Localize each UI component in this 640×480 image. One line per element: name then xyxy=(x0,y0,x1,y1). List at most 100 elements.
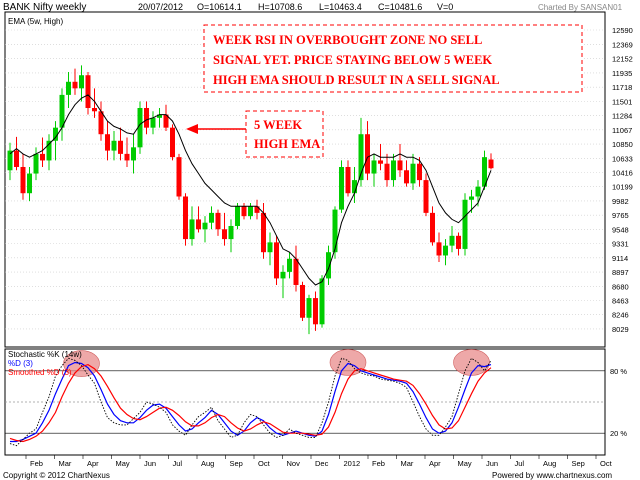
candle-body xyxy=(384,163,390,181)
x-tick-label: Jul xyxy=(515,459,525,468)
price-tick-label: 10199 xyxy=(612,183,633,192)
price-tick-label: 8680 xyxy=(612,282,629,291)
candle-body xyxy=(293,258,299,285)
low-label: L=10463.4 xyxy=(319,2,362,12)
stochastic-series-line xyxy=(10,361,492,443)
price-tick-label: 10416 xyxy=(612,168,633,177)
copyright-label: Copyright © 2012 ChartNexus xyxy=(3,471,110,480)
candle-body xyxy=(7,150,13,171)
candle-body xyxy=(241,206,247,217)
candle-body xyxy=(157,114,162,118)
candle-body xyxy=(443,245,448,256)
price-tick-label: 12369 xyxy=(612,40,633,49)
candle-body xyxy=(176,157,182,197)
x-tick-label: Feb xyxy=(30,459,43,468)
price-tick-label: 8463 xyxy=(612,297,629,306)
x-tick-label: Aug xyxy=(201,459,214,468)
close-label: C=10481.6 xyxy=(378,2,422,12)
candle-body xyxy=(27,173,32,194)
price-tick-label: 11067 xyxy=(612,126,632,135)
candle-body xyxy=(183,196,188,240)
candle-body xyxy=(391,160,396,181)
annotation-ema-line-2: HIGH EMA xyxy=(254,137,320,151)
candle-body xyxy=(456,235,461,249)
candle-body xyxy=(488,159,494,169)
price-tick-label: 9331 xyxy=(612,240,629,249)
candle-body xyxy=(267,242,273,253)
price-tick-label: 9765 xyxy=(612,211,629,220)
price-tick-label: 11935 xyxy=(612,69,632,78)
candle-body xyxy=(59,94,65,128)
candle-body xyxy=(150,117,156,128)
x-tick-label: May xyxy=(116,459,130,468)
annotation-main: WEEK RSI IN OVERBOUGHT ZONE NO SELL SIGN… xyxy=(203,24,583,93)
x-tick-label: May xyxy=(458,459,472,468)
price-tick-label: 12152 xyxy=(612,55,633,64)
x-tick-label: Aug xyxy=(543,459,556,468)
candle-body xyxy=(118,140,123,154)
price-panel xyxy=(4,11,606,348)
candle-body xyxy=(137,108,143,148)
x-tick-label: Oct xyxy=(258,459,271,468)
candle-body xyxy=(423,180,429,213)
candle-body xyxy=(222,229,227,240)
x-tick-label: Feb xyxy=(372,459,385,468)
candle-body xyxy=(300,284,305,318)
candle-body xyxy=(85,75,91,108)
candle-body xyxy=(209,212,214,223)
candle-body xyxy=(378,160,383,164)
candle-body xyxy=(462,199,468,249)
candle-body xyxy=(397,160,403,171)
x-tick-label: Oct xyxy=(600,459,613,468)
price-tick-label: 8897 xyxy=(612,268,629,277)
candle-body xyxy=(449,235,455,246)
volume-label: V=0 xyxy=(437,2,453,12)
candle-body xyxy=(326,252,331,279)
price-tick-label: 11284 xyxy=(612,112,632,121)
candle-body xyxy=(306,298,312,318)
candle-body xyxy=(475,186,481,197)
price-tick-label: 11501 xyxy=(612,97,632,106)
annotation-ema: 5 WEEK HIGH EMA xyxy=(186,110,324,158)
candle-body xyxy=(144,108,149,128)
x-tick-label: Jun xyxy=(486,459,498,468)
candle-body xyxy=(53,127,58,141)
annotation-arrow-icon xyxy=(186,124,198,134)
candle-body xyxy=(124,153,130,161)
candle-body xyxy=(20,166,26,194)
candle-body xyxy=(469,196,474,200)
x-tick-label: Sep xyxy=(572,459,585,468)
x-axis: Feb Mar Apr May Jun Jul Aug Sep Oct Nov Dec 2012 Feb… xyxy=(25,455,613,468)
x-tick-label: Sep xyxy=(230,459,243,468)
stochastic-series-line xyxy=(9,363,492,443)
symbol-label: BANK Nifty weekly xyxy=(3,2,86,13)
price-tick-label: 9114 xyxy=(612,254,628,263)
candle-body xyxy=(417,163,422,181)
candle-body xyxy=(235,206,240,226)
x-tick-label: Dec xyxy=(315,459,329,468)
price-tick-label: 9982 xyxy=(612,197,629,206)
candle-body xyxy=(163,114,169,128)
overbought-highlight xyxy=(453,349,490,376)
candle-body xyxy=(131,147,136,161)
price-y-axis: 12590 12369 12152 11935 11718 11501 11284 11067… xyxy=(612,26,633,334)
candle-body xyxy=(339,166,344,210)
price-tick-label: 10633 xyxy=(612,154,633,163)
smoothed-legend: Smoothed %D (3) xyxy=(8,368,72,377)
candle-body xyxy=(352,180,357,194)
stochastic-y-axis: 80 % 20 % xyxy=(610,367,627,438)
x-tick-label: Jul xyxy=(173,459,183,468)
price-tick-label: 8246 xyxy=(612,311,629,320)
candle-body xyxy=(215,212,221,230)
stochastic-series-line xyxy=(9,357,492,447)
candle-body xyxy=(105,134,110,151)
price-tick-label: 9548 xyxy=(612,225,629,234)
candle-body xyxy=(313,298,318,325)
candle-body xyxy=(287,258,292,272)
candle-body xyxy=(261,212,266,253)
candle-body xyxy=(345,166,351,194)
price-tick-label: 12590 xyxy=(612,26,633,35)
candle-body xyxy=(365,134,370,174)
